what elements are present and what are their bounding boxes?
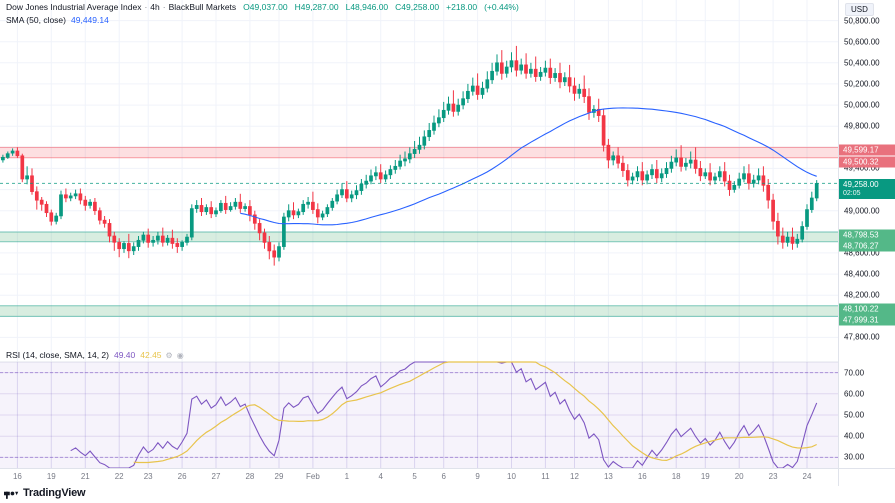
time-tick-27: 27	[211, 472, 221, 481]
support1-top-label[interactable]: 48,798.53	[839, 229, 895, 241]
gear-icon[interactable]: ⚙	[165, 350, 173, 360]
price-tick-5: 49,800.00	[844, 121, 880, 131]
symbol-legend-row[interactable]: Dow Jones Industrial Average Index · 4h …	[6, 1, 519, 13]
time-tick-5: 5	[412, 472, 417, 481]
time-tick-12: 12	[570, 472, 579, 481]
rsi-legend-row[interactable]: RSI (14, close, SMA, 14, 2) 49.40 42.45 …	[6, 349, 184, 361]
time-tick-18: 18	[671, 472, 681, 481]
support1-bottom-label[interactable]: 48,706.27	[839, 240, 895, 252]
sma-indicator-label[interactable]: SMA (50, close)	[6, 15, 66, 25]
eye-icon[interactable]: ◉	[176, 350, 184, 360]
ohlc-low: L48,946.00	[345, 2, 389, 12]
time-tick-4: 4	[378, 472, 383, 481]
price-chart-svg	[0, 0, 838, 468]
rsi-value: 49.40	[113, 350, 136, 360]
rsi-tick-1: 60.00	[844, 389, 865, 399]
symbol-title[interactable]: Dow Jones Industrial Average Index	[6, 2, 142, 12]
ohlc-high: H49,287.00	[294, 2, 339, 12]
interval-label[interactable]: 4h	[150, 2, 160, 12]
price-tick-9: 48,400.00	[844, 269, 880, 279]
price-tick-2: 50,400.00	[844, 58, 880, 68]
time-tick-13: 13	[603, 472, 613, 481]
current-price-label-countdown: 02:05	[843, 190, 861, 198]
chart-legend: Dow Jones Industrial Average Index · 4h …	[6, 1, 519, 26]
time-tick-19: 19	[700, 472, 710, 481]
price-change-percent: (+0.44%)	[484, 2, 519, 12]
price-tick-6: 49,400.00	[844, 163, 880, 173]
price-tick-11: 47,800.00	[844, 332, 880, 342]
price-tick-7: 49,000.00	[844, 206, 880, 216]
price-pane[interactable]	[0, 0, 838, 468]
price-axis[interactable]: USD 50,800.00 50,600.00 50,400.00 50,200.00…	[838, 0, 895, 468]
tradingview-logo[interactable]: TradingView	[4, 487, 86, 499]
price-tick-0: 50,800.00	[844, 16, 880, 26]
time-tick-20: 20	[734, 472, 744, 481]
time-axis[interactable]: 16 19 21 22 23 26 27 28 29 Feb 1 4 5 6 9 10 11 12 13 16 18 19…	[0, 468, 838, 486]
resistance-bottom-label[interactable]: 49,500.32	[839, 156, 895, 168]
time-tick-Feb: Feb	[305, 472, 320, 481]
time-tick-29: 29	[274, 472, 284, 481]
time-tick-1: 1	[344, 472, 350, 481]
resistance-top-label[interactable]: 49,599.17	[839, 144, 895, 156]
legend-separator-2: ·	[162, 2, 166, 12]
rsi-tick-2: 50.00	[844, 410, 865, 420]
support2-top-label[interactable]: 48,100.22	[839, 303, 895, 315]
rsi-indicator-label[interactable]: RSI (14, close, SMA, 14, 2)	[6, 350, 109, 360]
time-tick-6: 6	[441, 472, 446, 481]
price-tick-1: 50,600.00	[844, 37, 880, 47]
time-tick-21: 21	[80, 472, 90, 481]
support2-bottom-label[interactable]: 47,999.31	[839, 314, 895, 326]
time-tick-9: 9	[475, 472, 480, 481]
price-tick-4: 50,000.00	[844, 100, 880, 110]
rsi-tick-3: 40.00	[844, 431, 865, 441]
time-tick-23: 23	[143, 472, 153, 481]
rsi-tick-4: 30.00	[844, 452, 865, 462]
price-tick-10: 48,200.00	[844, 290, 880, 300]
time-tick-23: 23	[768, 472, 778, 481]
tradingview-mark-icon	[4, 488, 20, 499]
rsi-sma-value: 42.45	[140, 350, 162, 360]
time-tick-26: 26	[177, 472, 187, 481]
time-tick-16: 16	[637, 472, 647, 481]
price-tick-8: 48,600.00	[844, 248, 880, 258]
time-tick-24: 24	[802, 472, 812, 481]
time-tick-10: 10	[507, 472, 516, 481]
time-tick-16: 16	[12, 472, 22, 481]
ohlc-close: C49,258.00	[395, 2, 440, 12]
tradingview-wordmark: TradingView	[23, 487, 86, 499]
time-tick-11: 11	[541, 472, 550, 481]
rsi-tick-0: 70.00	[844, 368, 865, 378]
price-change: +218.00	[446, 2, 478, 12]
exchange-label: BlackBull Markets	[168, 2, 237, 12]
current-price-label[interactable]: 49,258.00 02:05	[839, 179, 895, 200]
currency-label: USD	[845, 3, 874, 16]
ohlc-open: O49,037.00	[243, 2, 288, 12]
axis-corner	[838, 468, 895, 486]
time-tick-19: 19	[46, 472, 56, 481]
time-tick-28: 28	[245, 472, 255, 481]
price-tick-3: 50,200.00	[844, 79, 880, 89]
legend-separator-1: ·	[144, 2, 148, 12]
rsi-legend: RSI (14, close, SMA, 14, 2) 49.40 42.45 …	[6, 349, 184, 361]
time-tick-22: 22	[114, 472, 124, 481]
sma-legend-row[interactable]: SMA (50, close) 49,449.14	[6, 14, 519, 26]
sma-indicator-value: 49,449.14	[71, 15, 109, 25]
